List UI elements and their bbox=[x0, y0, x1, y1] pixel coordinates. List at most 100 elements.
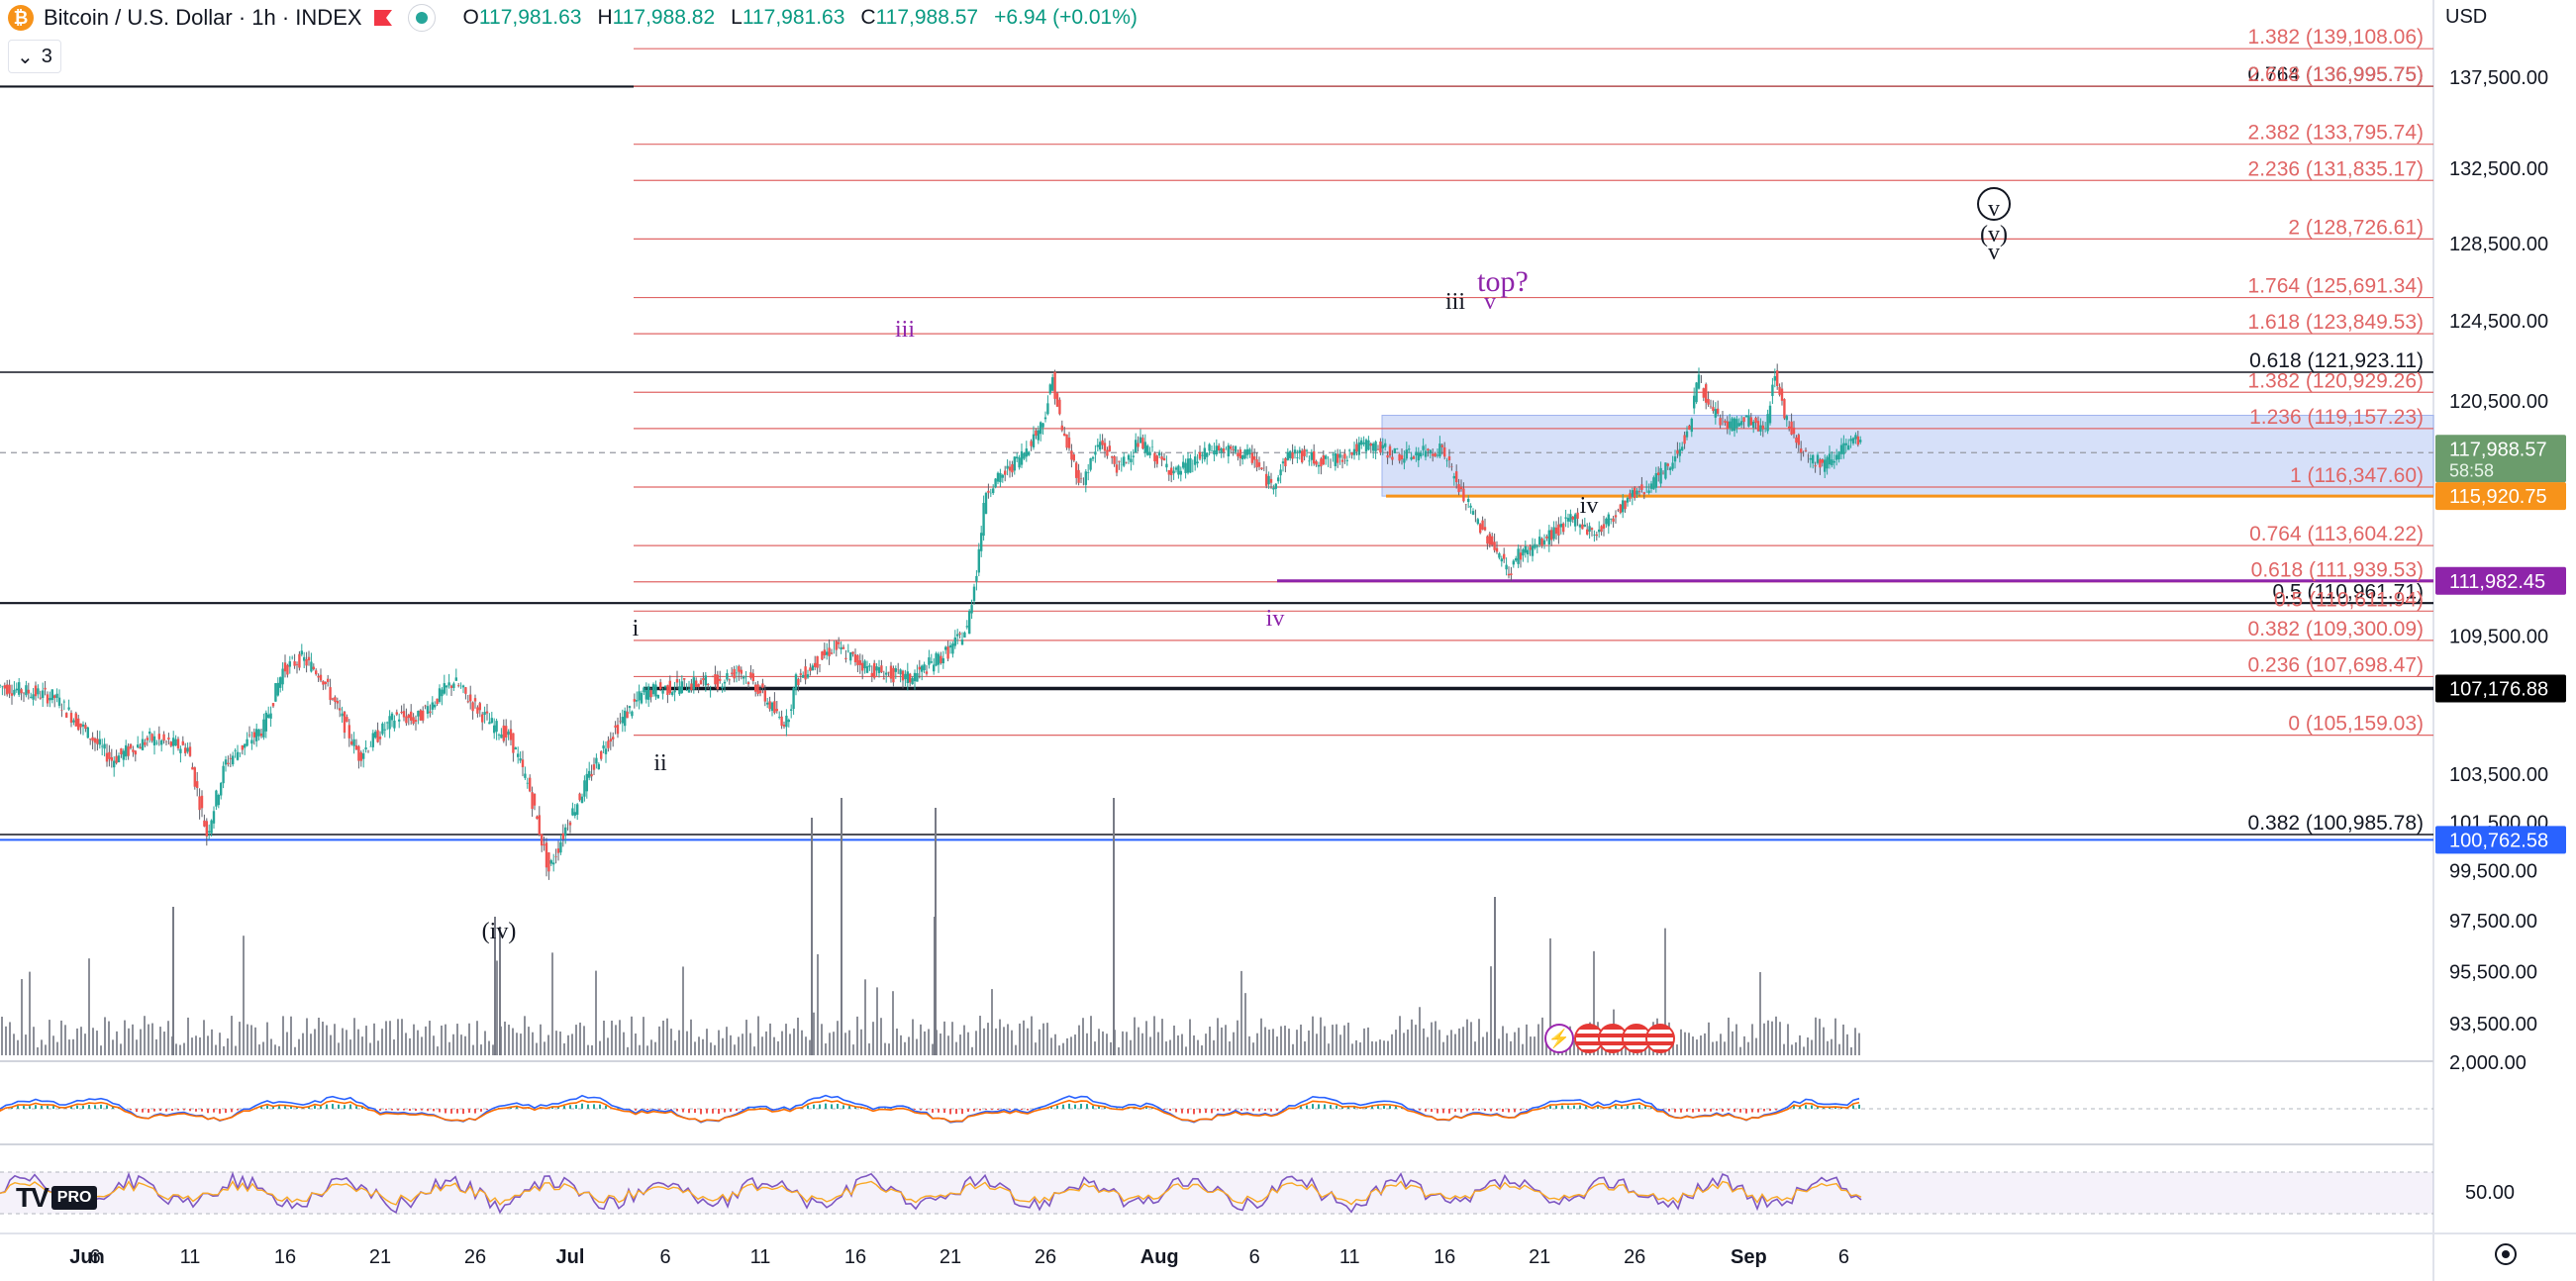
wave-label: i bbox=[633, 616, 640, 641]
fib-level-label: 0.618 (111,939.53) bbox=[2251, 559, 2424, 582]
x-axis-tick: Jul bbox=[556, 1246, 585, 1268]
symbol-title[interactable]: Bitcoin / U.S. Dollar · 1h · INDEX bbox=[44, 5, 362, 30]
x-axis-tick: 6 bbox=[89, 1246, 100, 1268]
bitcoin-icon: ₿ bbox=[8, 5, 34, 31]
x-axis-tick: 11 bbox=[1339, 1246, 1360, 1268]
high-value: 117,988.82 bbox=[612, 6, 716, 29]
x-axis-tick: Aug bbox=[1140, 1246, 1179, 1268]
tradingview-logo[interactable]: TV PRO bbox=[16, 1182, 98, 1213]
wave-label: v bbox=[1988, 196, 2000, 222]
event-bolt-icon[interactable]: ⚡ bbox=[1544, 1024, 1574, 1053]
x-axis-tick: Jun bbox=[69, 1246, 105, 1268]
x-axis-tick: 6 bbox=[1249, 1246, 1260, 1268]
wave-label: iv bbox=[1580, 493, 1599, 519]
fib-level-label: 0.5 (110,611.94) bbox=[2274, 588, 2424, 611]
price-badge[interactable] bbox=[2435, 826, 2566, 854]
price-badge-label: 111,982.45 bbox=[2449, 571, 2545, 593]
wave-label: ii bbox=[653, 750, 667, 776]
wave-label: v bbox=[1988, 240, 2000, 265]
x-axis-tick: 11 bbox=[180, 1246, 201, 1268]
wave-label: v bbox=[1484, 289, 1496, 315]
fib-level-label: 1.236 (119,157.23) bbox=[2249, 406, 2424, 429]
x-axis-tick: 16 bbox=[1434, 1246, 1455, 1268]
price-badge-label: 100,762.58 bbox=[2449, 830, 2548, 851]
wave-label: iii bbox=[895, 317, 915, 343]
x-axis-tick: 26 bbox=[1624, 1246, 1645, 1268]
x-axis-tick: 21 bbox=[369, 1246, 391, 1268]
fib-level-label: 0.764 (136,995.75) bbox=[2248, 63, 2424, 86]
y-axis-tick: 97,500.00 bbox=[2449, 911, 2537, 933]
flag-icon[interactable] bbox=[372, 7, 398, 29]
pro-badge: PRO bbox=[50, 1186, 98, 1210]
price-badge[interactable] bbox=[2435, 566, 2566, 595]
fib-level-label: 1.382 (120,929.26) bbox=[2248, 369, 2424, 392]
currency-selector[interactable]: USD bbox=[2445, 6, 2488, 28]
fib-level-label: 2 (128,726.61) bbox=[2288, 216, 2424, 239]
wave-label: iii bbox=[1445, 289, 1465, 315]
fib-level-label: 2.618 (136,995.75) bbox=[2248, 63, 2424, 86]
change-value: +6.94 (+0.01%) bbox=[994, 6, 1138, 29]
circled-wave-marker bbox=[1977, 187, 2011, 221]
x-axis-tick: 26 bbox=[1035, 1246, 1056, 1268]
rsi-line bbox=[0, 1171, 1862, 1215]
price-badge-label: 117,988.57 bbox=[2449, 439, 2547, 460]
fib-level-label: 0.382 (100,985.78) bbox=[2248, 812, 2424, 835]
rsi-signal-line bbox=[0, 1180, 1862, 1206]
indicators-collapse-button[interactable]: ⌄ 3 bbox=[8, 40, 61, 73]
y-axis-tick: 103,500.00 bbox=[2449, 764, 2548, 786]
wave-label: iv bbox=[1266, 606, 1285, 632]
rsi-band bbox=[0, 1172, 2433, 1214]
price-badge[interactable] bbox=[2435, 435, 2566, 483]
price-badge[interactable] bbox=[2435, 482, 2566, 511]
price-badge[interactable] bbox=[2435, 674, 2566, 703]
x-axis-tick: 11 bbox=[750, 1246, 771, 1268]
osc1-signal-line bbox=[0, 1099, 1860, 1123]
ohlc-values: O117,981.63 H117,988.82 L117,981.63 C117… bbox=[463, 6, 1138, 30]
high-label: H bbox=[597, 6, 613, 29]
y-axis-tick: 128,500.00 bbox=[2449, 234, 2548, 255]
fib-level-label: 2.382 (133,795.74) bbox=[2248, 122, 2424, 145]
x-axis-tick: Sep bbox=[1731, 1246, 1767, 1268]
wave-label: (v) bbox=[1980, 222, 2008, 247]
osc2-axis-tick: 50.00 bbox=[2465, 1182, 2515, 1204]
y-axis-tick: 109,500.00 bbox=[2449, 626, 2548, 647]
price-badge-countdown: 58:58 bbox=[2449, 460, 2494, 480]
low-label: L bbox=[731, 6, 743, 29]
fib-level-label: 1.764 (125,691.34) bbox=[2248, 275, 2424, 298]
y-axis-tick: 137,500.00 bbox=[2449, 67, 2548, 89]
x-axis-tick: 16 bbox=[844, 1246, 866, 1268]
open-label: O bbox=[462, 6, 479, 29]
fib-level-label: 0.5 (110,961.71) bbox=[2272, 580, 2424, 603]
open-value: 117,981.63 bbox=[478, 6, 582, 29]
y-axis-tick: 132,500.00 bbox=[2449, 158, 2548, 180]
fib-level-label: 0 (105,159.03) bbox=[2288, 713, 2424, 736]
y-axis-tick: 99,500.00 bbox=[2449, 861, 2537, 883]
market-status-icon[interactable] bbox=[407, 4, 436, 32]
y-axis-tick: 120,500.00 bbox=[2449, 391, 2548, 413]
fib-level-label: 0.618 (121,923.11) bbox=[2249, 349, 2424, 372]
y-axis-tick: 124,500.00 bbox=[2449, 311, 2548, 333]
x-axis-tick: 6 bbox=[659, 1246, 670, 1268]
economic-event-flag-icon[interactable] bbox=[1645, 1024, 1675, 1053]
gear-icon[interactable] bbox=[2495, 1243, 2517, 1265]
wave-label: top? bbox=[1477, 265, 1529, 298]
fib-level-label: 0.764 (113,604.22) bbox=[2249, 523, 2424, 545]
x-axis-tick: 26 bbox=[464, 1246, 486, 1268]
osc1-axis-tick: 2,000.00 bbox=[2449, 1052, 2526, 1074]
close-value: 117,988.57 bbox=[875, 6, 979, 29]
close-label: C bbox=[860, 6, 876, 29]
fib-level-label: 1.618 (123,849.53) bbox=[2248, 311, 2424, 334]
indicator-count: 3 bbox=[41, 45, 52, 67]
x-axis-tick: 21 bbox=[1529, 1246, 1550, 1268]
low-value: 117,981.63 bbox=[742, 6, 845, 29]
fib-level-label: 0.382 (109,300.09) bbox=[2248, 618, 2424, 640]
price-badge-label: 115,920.75 bbox=[2449, 486, 2547, 508]
fib-level-label: 2.236 (131,835.17) bbox=[2248, 157, 2424, 180]
fib-level-label: 1 (116,347.60) bbox=[2290, 464, 2424, 487]
y-axis-tick: 95,500.00 bbox=[2449, 961, 2537, 983]
x-axis-tick: 16 bbox=[274, 1246, 296, 1268]
price-badge-label: 107,176.88 bbox=[2449, 678, 2548, 700]
chart-header: ₿ Bitcoin / U.S. Dollar · 1h · INDEX O11… bbox=[0, 0, 1138, 36]
osc1-macd-line bbox=[0, 1094, 1860, 1124]
